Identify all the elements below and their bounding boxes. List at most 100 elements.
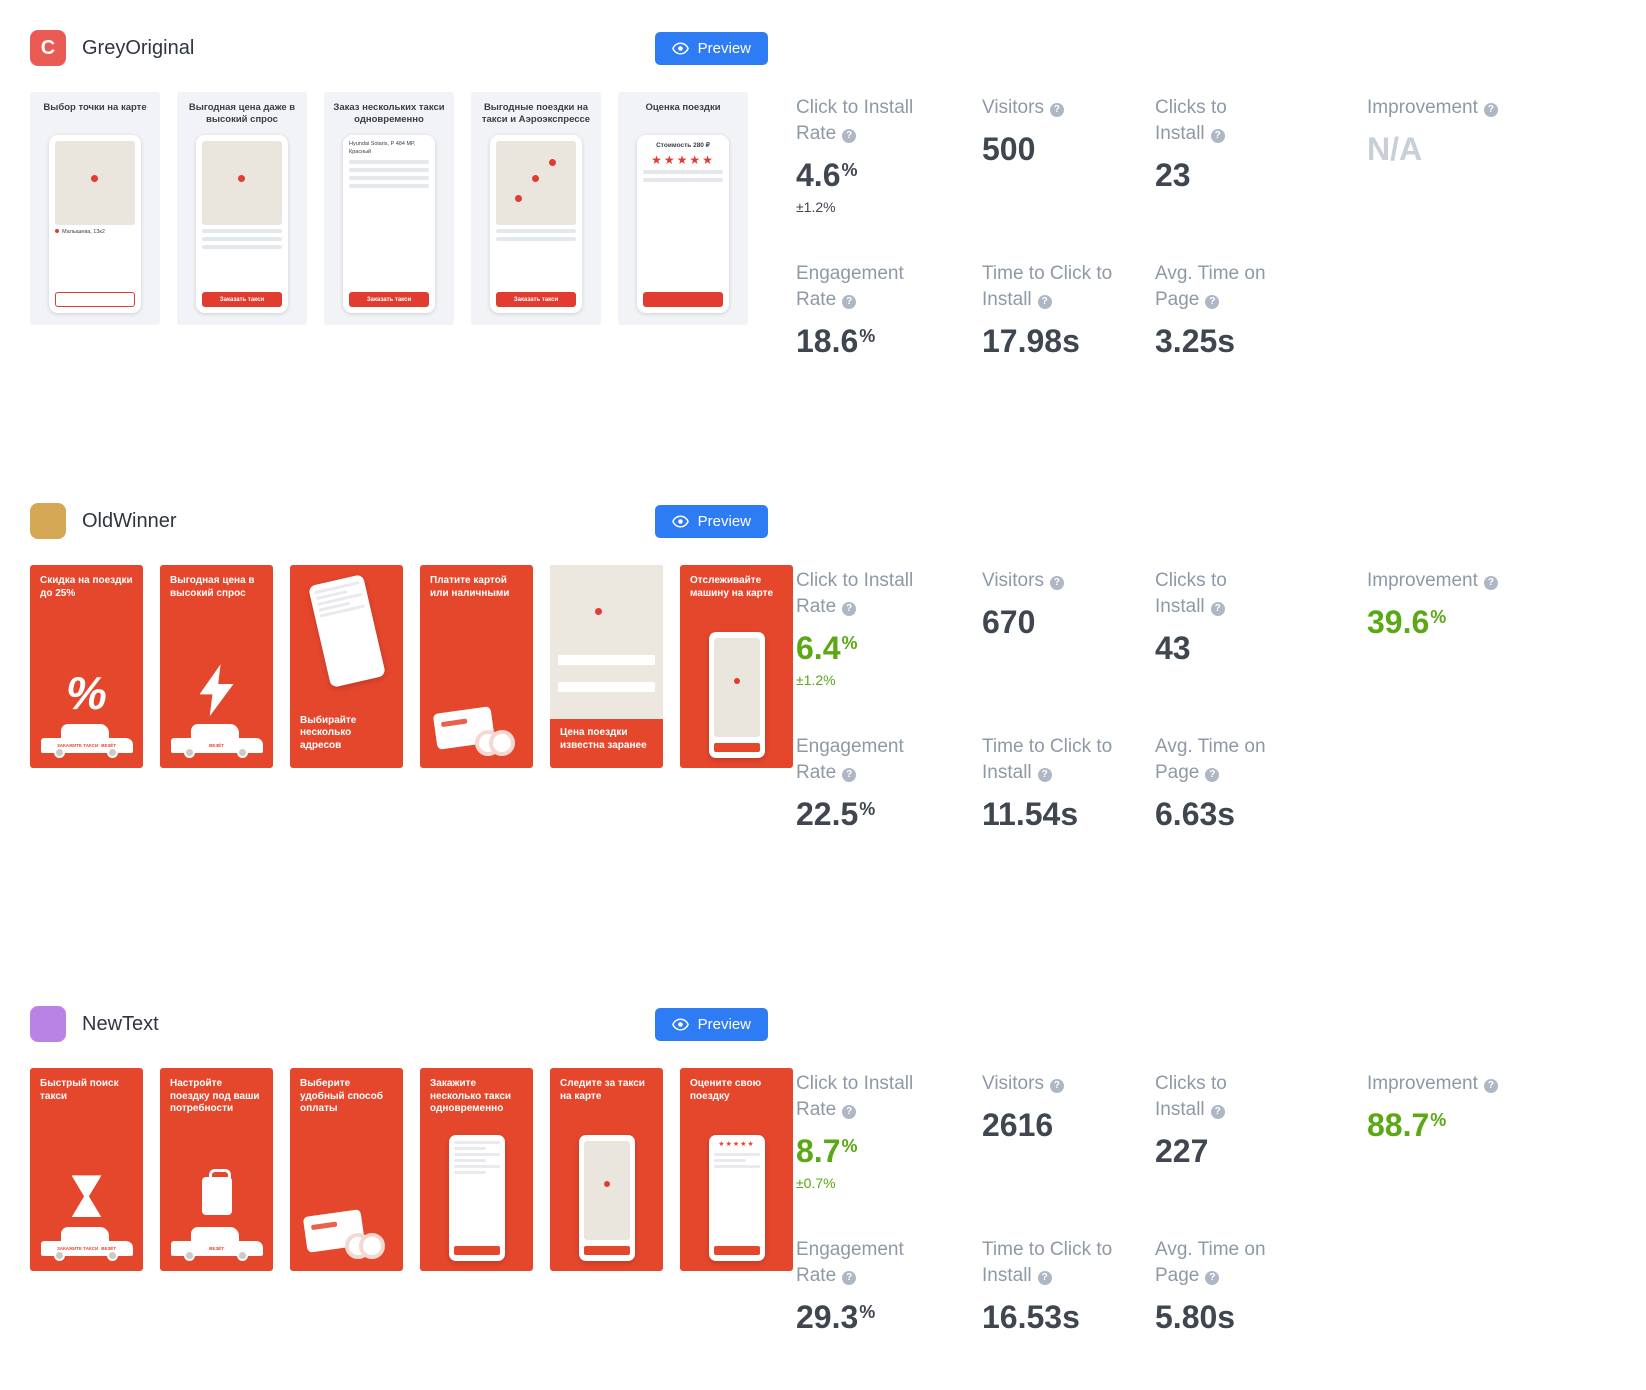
screenshot-title: Оцените свою поездку xyxy=(690,1078,762,1102)
help-icon[interactable]: ? xyxy=(1210,1105,1225,1120)
metric-value: 500 xyxy=(982,131,1036,167)
variation-section-newtext: NewText Preview Быстрый поиск такси ЗАКАЖ… xyxy=(0,1006,1646,1334)
screenshot-title: Выбор точки на карте xyxy=(43,102,147,113)
metric-click-to-install-rate: Click to Install Rate? 8.7% ±0.7% xyxy=(796,1071,982,1191)
metric-value: 23 xyxy=(1155,157,1191,193)
car-label: ЗАКАЖИТЕ ТАКСИ xyxy=(56,743,99,749)
metric-visitors: Visitors? 2616 xyxy=(982,1071,1155,1191)
help-icon[interactable]: ? xyxy=(1210,602,1225,617)
help-icon[interactable]: ? xyxy=(842,1270,857,1285)
help-icon[interactable]: ? xyxy=(1483,576,1498,591)
metric-value: 5.80s xyxy=(1155,1298,1236,1335)
metric-value: 11.54s xyxy=(982,795,1079,832)
rating-stars: ★★★★★ xyxy=(718,1141,755,1149)
car-brand: ВЕЗЁТ xyxy=(209,743,224,749)
help-icon[interactable]: ? xyxy=(1049,103,1064,117)
help-icon[interactable]: ? xyxy=(1483,1079,1498,1094)
metric-click-to-install-rate: Click to Install Rate? 4.6% ±1.2% xyxy=(796,95,982,215)
phone-mockup: Малышева, 13к2 xyxy=(49,135,141,313)
phone-mockup: Hyundai Solaris, Р 484 МР, Красный Заказа… xyxy=(343,135,435,313)
screenshot-card: Выбор точки на карте Малышева, 13к2 xyxy=(30,92,160,325)
screenshot-card: Платите картой или наличными xyxy=(420,565,533,769)
map-preview xyxy=(496,141,576,225)
metric-visitors: Visitors? 500 xyxy=(982,95,1155,215)
variation-section-oldwinner: OldWinner Preview Скидка на поездки до 2… xyxy=(0,503,1646,831)
map-preview xyxy=(202,141,282,225)
taxi-car-illustration: ЗАКАЖИТЕ ТАКСИ ВЕЗЁТ xyxy=(40,1227,133,1262)
metrics-grid: Click to Install Rate? 8.7% ±0.7% Visito… xyxy=(768,1068,1616,1334)
screenshot-title: Закажите несколько такси одновременно xyxy=(430,1078,512,1115)
preview-button[interactable]: Preview xyxy=(654,504,768,538)
screenshot-title: Цена поездки известна заранее xyxy=(560,727,647,751)
help-icon[interactable]: ? xyxy=(842,602,857,617)
metric-engagement-rate: Engagement Rate? 22.5% xyxy=(796,734,982,832)
help-icon[interactable]: ? xyxy=(1205,767,1220,782)
metric-time-to-click-to-install: Time to Click to Install? 11.54s xyxy=(982,734,1155,832)
phone-mockup: Стоимость 280 ₽ ★★★★★ xyxy=(637,135,729,313)
eye-icon xyxy=(671,41,689,55)
screenshot-card: Выгодная цена даже в высокий спрос Заказа… xyxy=(177,92,307,325)
help-icon[interactable]: ? xyxy=(1049,1079,1064,1094)
help-icon[interactable]: ? xyxy=(842,294,857,309)
help-icon[interactable]: ? xyxy=(842,129,857,143)
metric-value: 227 xyxy=(1155,1133,1209,1170)
variation-color-icon: C xyxy=(30,30,66,66)
screenshot-card: Выгодная цена в высокий спрос ВЕЗЁТ xyxy=(160,565,273,769)
screenshot-card: Выберите удобный способ оплаты xyxy=(290,1068,403,1272)
help-icon[interactable]: ? xyxy=(1205,1270,1220,1285)
screenshot-title: Выгодная цена в высокий спрос xyxy=(170,575,255,599)
metric-clicks-to-install: Clicks to Install? 23 xyxy=(1155,95,1367,215)
screenshot-title: Скидка на поездки до 25% xyxy=(40,575,133,599)
metric-avg-time-on-page: Avg. Time on Page? 5.80s xyxy=(1155,1237,1367,1335)
help-icon[interactable]: ? xyxy=(1483,103,1498,117)
metric-improvement: Improvement? 88.7% xyxy=(1367,1071,1616,1191)
metrics-grid: Click to Install Rate? 4.6% ±1.2% Visito… xyxy=(768,92,1616,358)
variation-color-icon xyxy=(30,503,66,540)
metric-value: 39.6% xyxy=(1367,604,1447,641)
variation-icon-letter: C xyxy=(40,36,56,59)
help-icon[interactable]: ? xyxy=(1210,129,1225,143)
screenshot-card: Оцените свою поездку ★★★★★ xyxy=(680,1068,793,1272)
phone-mockup: Заказать такси xyxy=(490,135,582,313)
screenshot-title: Быстрый поиск такси xyxy=(40,1078,119,1102)
map-preview xyxy=(550,565,663,720)
screenshot-card: Выгодные поездки на такси и Аэроэкспресс… xyxy=(471,92,601,325)
screenshot-title: Заказ нескольких такси одновременно xyxy=(333,102,445,126)
help-icon[interactable]: ? xyxy=(1037,294,1052,309)
metric-value: 8.7% xyxy=(796,1133,858,1170)
screenshot-card: Заказ нескольких такси одновременно Hyund… xyxy=(324,92,454,325)
preview-label: Preview xyxy=(697,512,751,530)
help-icon[interactable]: ? xyxy=(1037,767,1052,782)
preview-button[interactable]: Preview xyxy=(654,31,768,65)
coins-illustration xyxy=(475,730,515,757)
metric-subvalue: ±1.2% xyxy=(796,671,836,688)
metric-time-to-click-to-install: Time to Click to Install? 16.53s xyxy=(982,1237,1155,1335)
eye-icon xyxy=(671,1018,689,1031)
help-icon[interactable]: ? xyxy=(1037,1270,1052,1285)
screenshot-card: Скидка на поездки до 25%% ЗАКАЖИТЕ ТАКСИ В… xyxy=(30,565,143,769)
screenshots-row: Выбор точки на карте Малышева, 13к2 Выгодн… xyxy=(30,92,768,325)
car-label: ЗАКАЖИТЕ ТАКСИ xyxy=(56,1246,99,1252)
metric-clicks-to-install: Clicks to Install? 227 xyxy=(1155,1071,1367,1191)
map-preview xyxy=(55,141,135,225)
help-icon[interactable]: ? xyxy=(842,1105,857,1120)
metric-improvement: Improvement? N/A xyxy=(1367,95,1616,215)
ab-test-results-page: { "ui": { "preview_label": "Preview", "h… xyxy=(0,30,1646,1390)
rating-stars: ★★★★★ xyxy=(651,153,715,168)
metric-value: 6.4% xyxy=(796,630,858,667)
help-icon[interactable]: ? xyxy=(842,767,857,782)
car-brand: ВЕЗЁТ xyxy=(101,1246,117,1252)
phone-mockup xyxy=(708,632,765,759)
metric-value: 2616 xyxy=(982,1107,1054,1144)
screenshot-caption: Малышева, 13к2 xyxy=(55,229,135,237)
suitcase-illustration xyxy=(201,1169,232,1216)
preview-button[interactable]: Preview xyxy=(654,1007,768,1041)
screenshot-card: Следите за такси на карте xyxy=(550,1068,663,1272)
preview-label: Preview xyxy=(697,1015,751,1033)
help-icon[interactable]: ? xyxy=(1205,294,1220,309)
taxi-car-illustration: ВЕЗЁТ xyxy=(170,724,263,759)
help-icon[interactable]: ? xyxy=(1049,576,1064,591)
metric-time-to-click-to-install: Time to Click to Install? 17.98s xyxy=(982,261,1155,359)
metric-engagement-rate: Engagement Rate? 29.3% xyxy=(796,1237,982,1335)
metric-value: 22.5% xyxy=(796,795,876,832)
